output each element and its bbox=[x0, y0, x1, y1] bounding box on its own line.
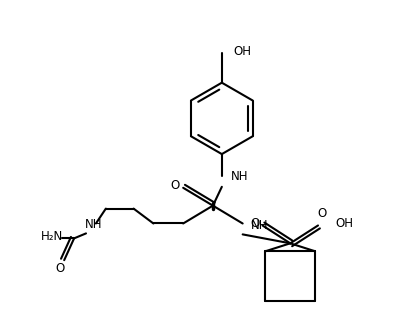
Text: NH: NH bbox=[250, 219, 267, 232]
Text: O: O bbox=[317, 207, 326, 220]
Text: OH: OH bbox=[233, 45, 251, 59]
Text: O: O bbox=[170, 179, 179, 192]
Text: NH: NH bbox=[85, 218, 102, 231]
Text: OH: OH bbox=[335, 217, 353, 230]
Text: H₂N: H₂N bbox=[41, 230, 63, 243]
Text: O: O bbox=[55, 262, 65, 275]
Text: O: O bbox=[249, 217, 258, 230]
Text: NH: NH bbox=[230, 170, 247, 183]
